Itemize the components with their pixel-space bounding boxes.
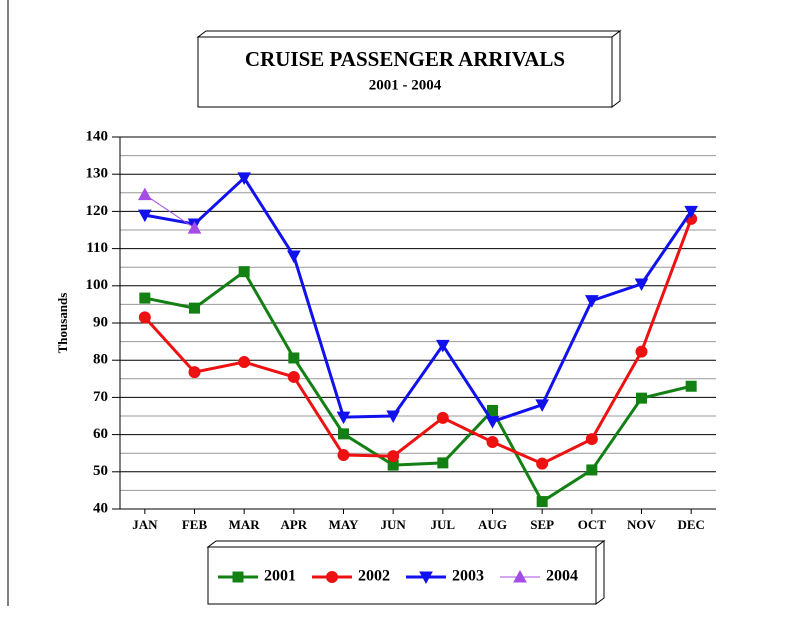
data-point [138,311,151,324]
x-tick-label: OCT [578,517,607,532]
data-point [137,209,152,223]
data-point [386,410,401,424]
title-box [196,30,622,108]
legend-box [206,540,606,605]
legend-label: 2003 [452,568,484,585]
data-point [634,278,649,291]
legend-label: 2001 [264,568,296,585]
data-point [337,449,350,462]
data-point [636,392,647,404]
legend-marker [513,569,527,583]
data-point [139,292,151,304]
data-point [436,411,449,424]
data-point [238,266,250,278]
y-tick-label: 60 [93,426,108,442]
x-tick-label: JUL [431,517,456,532]
series-line [144,194,195,229]
data-point [187,221,202,234]
y-tick-label: 140 [86,128,109,144]
x-tick-label: APR [280,517,307,532]
data-point [485,416,500,429]
y-tick-label: 90 [93,314,108,330]
data-point [288,352,300,364]
data-point [684,205,699,219]
data-point [238,356,251,369]
legend-marker [326,571,338,583]
data-point [585,433,598,446]
data-point [189,302,200,314]
y-axis-label: Thousands [55,293,70,354]
data-point [584,295,599,308]
x-tick-label: FEB [182,517,208,532]
data-point [635,345,648,358]
data-point [536,457,549,470]
legend-marker [419,571,433,585]
y-tick-label: 70 [93,389,108,405]
data-point [435,339,450,353]
legend-label: 2004 [546,568,578,585]
data-point [536,496,548,508]
x-tick-label: JUN [381,517,407,532]
x-tick-label: JAN [132,517,158,532]
x-tick-label: NOV [627,517,657,532]
chart-subtitle: 2001 - 2004 [369,77,442,93]
y-tick-label: 100 [86,277,109,293]
legend-marker [232,571,244,583]
data-point [336,411,351,425]
data-point [535,399,550,412]
data-point [237,172,252,185]
y-tick-label: 40 [93,500,108,516]
data-point [338,428,349,440]
data-point [387,450,400,463]
x-tick-label: MAY [329,517,359,532]
data-point [286,250,301,264]
data-point [287,370,300,383]
legend-label: 2002 [358,568,390,585]
y-tick-label: 80 [93,352,108,368]
chart-title: CRUISE PASSENGER ARRIVALS [245,47,565,71]
x-tick-label: SEP [530,517,554,532]
x-tick-label: AUG [478,517,507,532]
y-tick-label: 50 [93,463,108,479]
data-point [487,404,498,416]
y-tick-label: 130 [86,166,109,182]
x-tick-label: DEC [677,517,704,532]
series-line [144,269,692,504]
series-line [144,175,693,424]
series-line [143,218,693,466]
x-tick-label: MAR [229,517,261,532]
data-point [137,187,152,201]
y-tick-label: 110 [86,240,108,256]
data-point [486,436,499,449]
data-point [685,380,697,392]
y-tick-label: 120 [86,203,109,219]
data-point [437,457,449,469]
data-point [586,464,598,476]
data-point [188,366,201,379]
